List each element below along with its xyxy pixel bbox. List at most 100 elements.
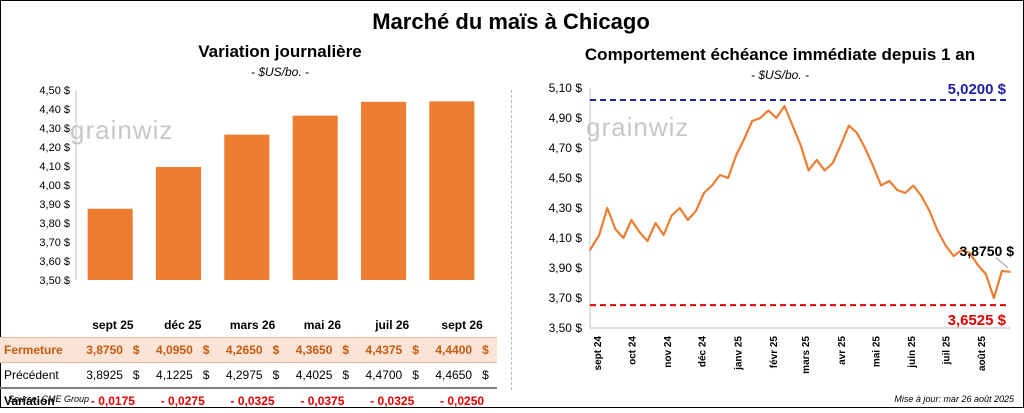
- price-point: [936, 229, 939, 232]
- x-tick-label: janv 25: [733, 336, 744, 371]
- price-point: [606, 207, 609, 209]
- table-cell: 4,1225 $: [156, 368, 210, 382]
- table-header-cell: juil 26: [375, 318, 410, 332]
- y-tick-label: 3,70 $: [549, 291, 583, 305]
- bar-déc-25: [155, 166, 202, 280]
- table-cell: - 0,0325: [230, 394, 275, 408]
- x-tick-label: mars 25: [801, 336, 812, 374]
- y-tick-label: 4,20 $: [39, 142, 70, 154]
- price-point: [912, 184, 915, 187]
- price-point: [831, 162, 834, 164]
- x-tick-label: oct 24: [627, 336, 638, 365]
- y-tick-label: 4,40 $: [39, 104, 70, 116]
- table-cell: 4,4375 $: [365, 343, 419, 357]
- watermark-logo-right: grainwiz: [586, 112, 690, 142]
- source-note: Source: CME Group: [8, 394, 90, 404]
- price-point: [1009, 270, 1011, 273]
- table-cell: - 0,0375: [300, 394, 345, 408]
- price-point: [904, 192, 907, 194]
- price-point: [703, 192, 705, 194]
- y-tick-label: 3,70 $: [39, 237, 70, 249]
- y-tick-label: 4,30 $: [549, 201, 583, 215]
- price-line: [589, 104, 1011, 300]
- price-point: [614, 228, 617, 230]
- left-chart-title: Variation journalière: [198, 42, 362, 61]
- low-annotation: 3,6525 $: [948, 312, 1007, 329]
- price-point: [864, 147, 866, 149]
- price-point: [638, 231, 641, 233]
- price-point: [662, 234, 665, 236]
- price-point: [783, 105, 786, 107]
- table-corner: [0, 313, 78, 338]
- y-tick-label: 4,50 $: [549, 171, 583, 185]
- y-tick-label: 3,60 $: [39, 256, 70, 268]
- price-point: [727, 177, 729, 179]
- table-row-close: Fermeture 3,8750 $ 4,0950 $ 4,2650 $ 4,3650…: [0, 337, 497, 363]
- row-label: Fermeture: [4, 343, 63, 357]
- price-point: [872, 165, 874, 167]
- table-cell: 3,8750 $: [86, 343, 140, 357]
- last-annotation-leader: [995, 257, 1009, 269]
- price-point: [751, 120, 754, 122]
- price-point: [598, 234, 601, 236]
- table-cell: 4,3650 $: [295, 343, 350, 357]
- table-header-cell: sept 26: [441, 318, 483, 332]
- watermark-logo-left: grainwiz: [70, 115, 174, 145]
- y-tick-label: 5,10 $: [549, 81, 583, 95]
- table-cell: - 0,0325: [370, 394, 415, 408]
- price-point: [880, 184, 883, 187]
- table-header-cell: mai 26: [303, 318, 342, 332]
- left-chart-unit: - $US/bo. -: [250, 65, 310, 79]
- x-tick-label: sept 24: [593, 336, 604, 371]
- right-chart-unit: - $US/bo. -: [750, 68, 810, 82]
- y-tick-label: 4,70 $: [549, 141, 583, 155]
- price-point: [686, 219, 689, 221]
- price-point: [807, 169, 810, 172]
- last-annotation: 3,8750 $: [960, 243, 1015, 259]
- x-tick-label: août 25: [977, 336, 988, 371]
- price-point: [622, 237, 625, 239]
- price-point: [823, 169, 826, 172]
- price-point: [944, 244, 947, 247]
- price-point: [992, 297, 995, 299]
- table-header-cell: déc 25: [164, 318, 202, 332]
- y-tick-label: 4,10 $: [549, 231, 583, 245]
- table-header-cell: sept 25: [92, 318, 134, 332]
- table-cell: - 0,0175: [90, 394, 135, 408]
- bar-sept-26: [429, 101, 475, 281]
- price-point: [984, 273, 987, 275]
- price-point: [888, 180, 891, 182]
- price-point: [743, 138, 746, 140]
- bar-chart: 3,50 $ 3,60 $ 3,70 $ 3,80 $ 3,90 $ 4,00 $ 4,10…: [39, 85, 475, 287]
- table-cell: 4,4650 $: [435, 368, 489, 382]
- price-point: [719, 174, 721, 176]
- x-tick-label: juin 25: [907, 336, 918, 369]
- price-point: [856, 132, 858, 134]
- high-annotation: 5,0200 $: [948, 81, 1007, 98]
- y-tick-label: 3,90 $: [549, 261, 583, 275]
- table-row-previous: Précédent 3,8925 $ 4,1225 $ 4,2975 $ 4,4025…: [0, 363, 497, 388]
- table-cell: 4,2650 $: [225, 343, 280, 357]
- price-point: [759, 117, 762, 119]
- y-tick-label: 3,80 $: [39, 218, 70, 230]
- y-tick-label: 3,50 $: [39, 275, 70, 287]
- x-tick-label: mai 25: [871, 336, 882, 368]
- price-point: [711, 184, 713, 187]
- y-tick-label: 4,90 $: [549, 111, 583, 125]
- price-point: [952, 255, 955, 257]
- price-point: [815, 159, 818, 161]
- price-point: [920, 195, 923, 197]
- line-chart: 3,50 $ 3,70 $ 3,90 $ 4,10 $ 4,30 $ 4,50 $ 4,70…: [549, 81, 1015, 374]
- price-point: [839, 144, 842, 146]
- price-point: [1001, 270, 1003, 272]
- price-point: [896, 189, 899, 191]
- x-tick-label: avr 25: [837, 336, 848, 365]
- main-title: Marché du maïs à Chicago: [372, 9, 650, 34]
- table-cell: 3,8925 $: [86, 368, 140, 382]
- price-point: [976, 264, 979, 266]
- y-tick-label: 3,90 $: [39, 199, 70, 211]
- price-point: [968, 252, 971, 254]
- price-point: [735, 154, 738, 157]
- y-tick-label: 4,00 $: [39, 180, 70, 192]
- price-point: [928, 210, 931, 212]
